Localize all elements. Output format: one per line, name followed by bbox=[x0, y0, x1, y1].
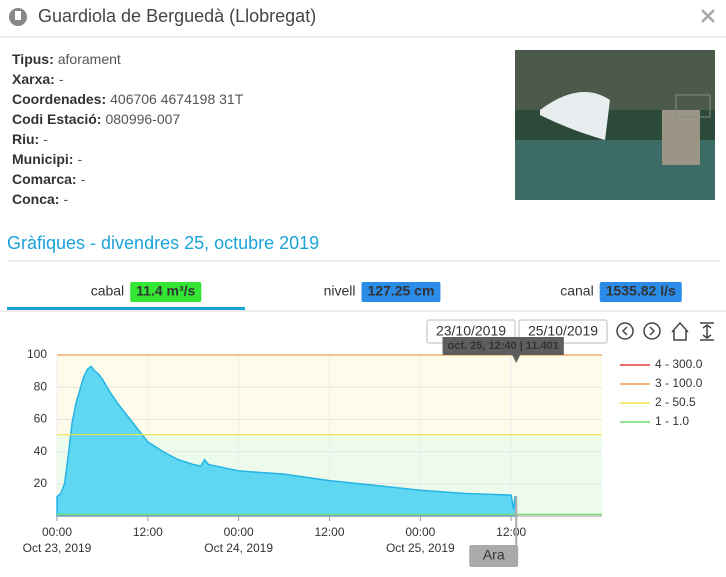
now-button[interactable] bbox=[469, 545, 519, 567]
info-value: - bbox=[63, 191, 68, 207]
info-value: - bbox=[81, 171, 86, 187]
prev-arrow bbox=[621, 326, 628, 336]
y-tick-label: 60 bbox=[34, 412, 48, 426]
x-date-label: Oct 23, 2019 bbox=[23, 541, 92, 555]
x-tick-label: 00:00 bbox=[405, 525, 435, 539]
tab[interactable]: cabal 11.4 m³/s bbox=[91, 282, 202, 302]
x-tick-label: 12:00 bbox=[314, 525, 344, 539]
station-icon-glyph bbox=[15, 11, 21, 20]
chart-tools bbox=[616, 321, 714, 341]
info-row: Comarca: - bbox=[12, 171, 86, 187]
y-tick-label: 40 bbox=[34, 444, 48, 458]
next-arrow bbox=[649, 326, 656, 336]
info-label: Conca: bbox=[12, 191, 59, 207]
header-title: Guardiola de Berguedà (Llobregat) bbox=[38, 6, 316, 26]
tab-label: canal bbox=[560, 283, 593, 299]
info-row: Coordenades: 406706 4674198 31T bbox=[12, 91, 244, 107]
info-value: - bbox=[43, 131, 48, 147]
x-tick-label: 00:00 bbox=[224, 525, 254, 539]
info-value: aforament bbox=[58, 51, 121, 67]
info-label: Codi Estació: bbox=[12, 111, 101, 127]
tab-badge bbox=[599, 282, 682, 302]
y-tick-label: 20 bbox=[34, 476, 48, 490]
info-label: Coordenades: bbox=[12, 91, 106, 107]
legend-label: 1 - 1.0 bbox=[655, 414, 689, 428]
info-value: - bbox=[77, 151, 82, 167]
x-tick-label: 12:00 bbox=[496, 525, 526, 539]
chart: 20 40 60 80 100 00:00 12:00 00:00 12:00 00:00 12:0… bbox=[23, 337, 703, 567]
info-value: 406706 4674198 31T bbox=[110, 91, 244, 107]
tab[interactable]: nivell 127.25 cm bbox=[324, 282, 441, 302]
info-label: Tipus: bbox=[12, 51, 54, 67]
next-button[interactable] bbox=[643, 322, 661, 340]
x-date-label: Oct 25, 2019 bbox=[386, 541, 455, 555]
x-tick-label: 12:00 bbox=[133, 525, 163, 539]
y-tick-label: 100 bbox=[27, 347, 47, 361]
tooltip-text: oct. 25, 12:40 | 11.401 bbox=[448, 340, 559, 352]
tab-value: 127.25 cm bbox=[367, 283, 434, 299]
info-row: Tipus: aforament bbox=[12, 51, 121, 67]
tooltip-box bbox=[442, 337, 564, 363]
tabs: cabal 11.4 m³/s nivell 127.25 cm canal 1535.8… bbox=[91, 282, 682, 302]
tab-label: cabal bbox=[91, 283, 124, 299]
close-button[interactable] bbox=[701, 9, 715, 23]
station-photo bbox=[515, 50, 715, 200]
now-button-label: Ara bbox=[483, 547, 505, 563]
flow-area bbox=[56, 365, 517, 517]
tab-value: 1535.82 l/s bbox=[606, 283, 676, 299]
x-tick-label: 00:00 bbox=[42, 525, 72, 539]
info-row: Xarxa: - bbox=[12, 71, 64, 87]
tab[interactable]: canal 1535.82 l/s bbox=[560, 282, 682, 302]
home-button[interactable] bbox=[671, 321, 689, 341]
info-row: Conca: - bbox=[12, 191, 68, 207]
date-input-text: 23/10/2019 bbox=[436, 323, 506, 339]
info-label: Riu: bbox=[12, 131, 39, 147]
prev-button[interactable] bbox=[616, 322, 634, 340]
tab-value: 11.4 m³/s bbox=[136, 283, 195, 299]
legend-label: 2 - 50.5 bbox=[655, 395, 696, 409]
y-tick-label: 80 bbox=[34, 379, 48, 393]
active-tab-underline bbox=[7, 307, 245, 310]
info-label: Municipi: bbox=[12, 151, 73, 167]
info-label: Comarca: bbox=[12, 171, 77, 187]
x-date-label: Oct 24, 2019 bbox=[204, 541, 273, 555]
tab-badge bbox=[361, 282, 441, 302]
tab-label: nivell bbox=[324, 283, 356, 299]
info-row: Municipi: - bbox=[12, 151, 82, 167]
section-title: Gràfiques - divendres 25, octubre 2019 bbox=[7, 233, 319, 253]
info-row: Codi Estació: 080996-007 bbox=[12, 111, 180, 127]
info-value: - bbox=[59, 71, 64, 87]
zoom-button[interactable] bbox=[700, 322, 714, 341]
tab-badge bbox=[130, 282, 202, 302]
info-row: Riu: - bbox=[12, 131, 48, 147]
date-input-text: 25/10/2019 bbox=[528, 323, 598, 339]
info-value: 080996-007 bbox=[105, 111, 180, 127]
legend-label: 4 - 300.0 bbox=[655, 357, 703, 371]
info-label: Xarxa: bbox=[12, 71, 55, 87]
legend-label: 3 - 100.0 bbox=[655, 376, 703, 390]
